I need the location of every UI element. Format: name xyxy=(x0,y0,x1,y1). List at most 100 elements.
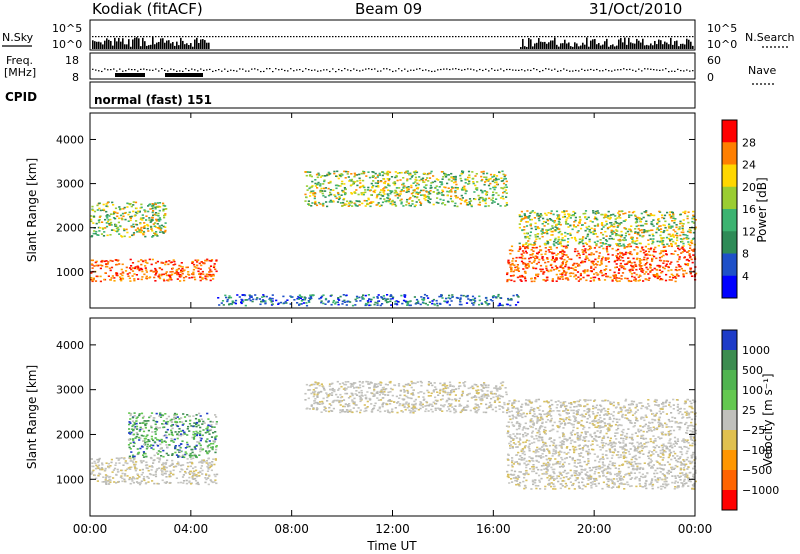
power-echo-cell xyxy=(120,279,123,282)
power-echo-cell xyxy=(123,206,126,209)
power-echo-cell xyxy=(105,263,108,266)
power-echo-cell xyxy=(471,302,474,304)
velocity-echo-cell xyxy=(165,421,168,423)
power-echo-cell xyxy=(614,220,617,223)
velocity-echo-cell xyxy=(322,397,325,400)
power-echo-cell xyxy=(629,230,632,232)
nsky-bar xyxy=(562,43,564,49)
power-echo-cell xyxy=(116,215,119,218)
power-echo-cell xyxy=(648,277,651,279)
nsky-bar xyxy=(688,39,690,49)
nave-dot xyxy=(476,70,478,72)
power-echo-cell xyxy=(427,201,430,203)
power-echo-cell xyxy=(628,211,631,213)
nsearch-dot xyxy=(257,36,259,38)
power-echo-cell xyxy=(605,246,609,248)
nsearch-dot xyxy=(653,36,655,38)
power-echo-cell xyxy=(341,303,344,305)
power-echo-cell xyxy=(109,234,112,236)
power-echo-cell xyxy=(454,195,457,197)
velocity-echo-cell xyxy=(135,422,138,425)
power-echo-cell xyxy=(509,252,512,255)
velocity-echo-cell xyxy=(467,393,470,395)
power-echo-cell xyxy=(185,266,188,269)
nsearch-dot xyxy=(422,36,424,38)
power-echo-cell xyxy=(101,264,104,267)
power-colorbar-tick: 12 xyxy=(742,225,756,238)
power-echo-cell xyxy=(466,179,469,181)
power-echo-cell xyxy=(145,269,148,271)
velocity-echo-cell xyxy=(388,411,391,414)
power-echo-cell xyxy=(200,261,203,263)
velocity-echo-cell xyxy=(184,453,187,456)
power-echo-cell xyxy=(623,245,626,247)
velocity-echo-cell xyxy=(150,457,153,460)
power-echo-cell xyxy=(110,229,114,231)
nave-dot xyxy=(110,69,112,71)
power-echo-cell xyxy=(657,219,660,221)
power-echo-cell xyxy=(612,238,615,240)
power-echo-cell xyxy=(577,224,580,227)
nsearch-dot xyxy=(611,36,613,38)
power-echo-cell xyxy=(286,299,289,301)
velocity-echo-cell xyxy=(207,424,210,426)
power-echo-cell xyxy=(431,181,434,184)
power-echo-cell xyxy=(162,273,165,276)
power-echo-cell xyxy=(423,293,427,296)
power-echo-cell xyxy=(533,259,536,262)
velocity-echo-cell xyxy=(206,445,209,447)
nave-dot xyxy=(488,70,490,72)
power-echo-cell xyxy=(332,299,335,302)
nsearch-dot xyxy=(317,36,319,38)
velocity-echo-cell xyxy=(135,417,138,420)
velocity-echo-cell xyxy=(454,388,458,390)
power-echo-cell xyxy=(140,203,143,206)
velocity-echo-cell xyxy=(439,407,442,410)
power-echo-cell xyxy=(135,220,138,222)
velocity-echo-cell xyxy=(155,421,159,423)
power-echo-cell xyxy=(356,205,359,207)
nsky-bar xyxy=(658,39,660,49)
power-echo-cell xyxy=(454,186,457,189)
power-echo-cell xyxy=(305,304,309,307)
power-echo-cell xyxy=(149,203,152,205)
power-echo-cell xyxy=(525,236,528,239)
power-echo-cell xyxy=(335,197,338,199)
velocity-echo-cell xyxy=(182,454,185,456)
power-echo-cell xyxy=(354,192,357,194)
power-echo-cell xyxy=(657,264,660,267)
power-echo-cell xyxy=(634,221,637,224)
velocity-echo-cell xyxy=(212,440,215,442)
velocity-echo-cell xyxy=(124,460,127,462)
power-echo-cell xyxy=(678,248,681,251)
velocity-echo-cell xyxy=(120,469,123,472)
power-echo-cell xyxy=(647,239,650,241)
nsearch-dot xyxy=(149,36,151,38)
velocity-echo-cell xyxy=(407,402,410,405)
velocity-echo-cell xyxy=(174,445,177,447)
power-echo-cell xyxy=(598,255,601,257)
power-echo-cell xyxy=(658,269,661,271)
power-echo-cell xyxy=(656,274,659,277)
nave-dot xyxy=(224,68,226,70)
power-echo-cell xyxy=(464,188,467,191)
velocity-echo-cell xyxy=(410,397,413,400)
velocity-echo-cell xyxy=(198,470,201,473)
power-echo-cell xyxy=(562,245,565,248)
velocity-echo-cell xyxy=(130,451,133,453)
nsky-bar xyxy=(664,41,666,49)
velocity-echo-cell xyxy=(164,470,167,473)
power-echo-cell xyxy=(575,254,579,257)
power-echo-cell xyxy=(588,238,591,241)
nsearch-dot xyxy=(404,36,406,38)
power-echo-cell xyxy=(224,294,227,297)
power-echo-cell xyxy=(668,276,672,278)
velocity-echo-cell xyxy=(115,482,118,484)
velocity-echo-cell xyxy=(123,458,126,460)
velocity-echo-cell xyxy=(454,410,458,413)
power-echo-cell xyxy=(182,269,185,272)
velocity-echo-cell xyxy=(447,387,450,389)
velocity-echo-cell xyxy=(146,475,149,478)
power-echo-cell xyxy=(578,241,581,243)
velocity-echo-cell xyxy=(161,414,165,417)
